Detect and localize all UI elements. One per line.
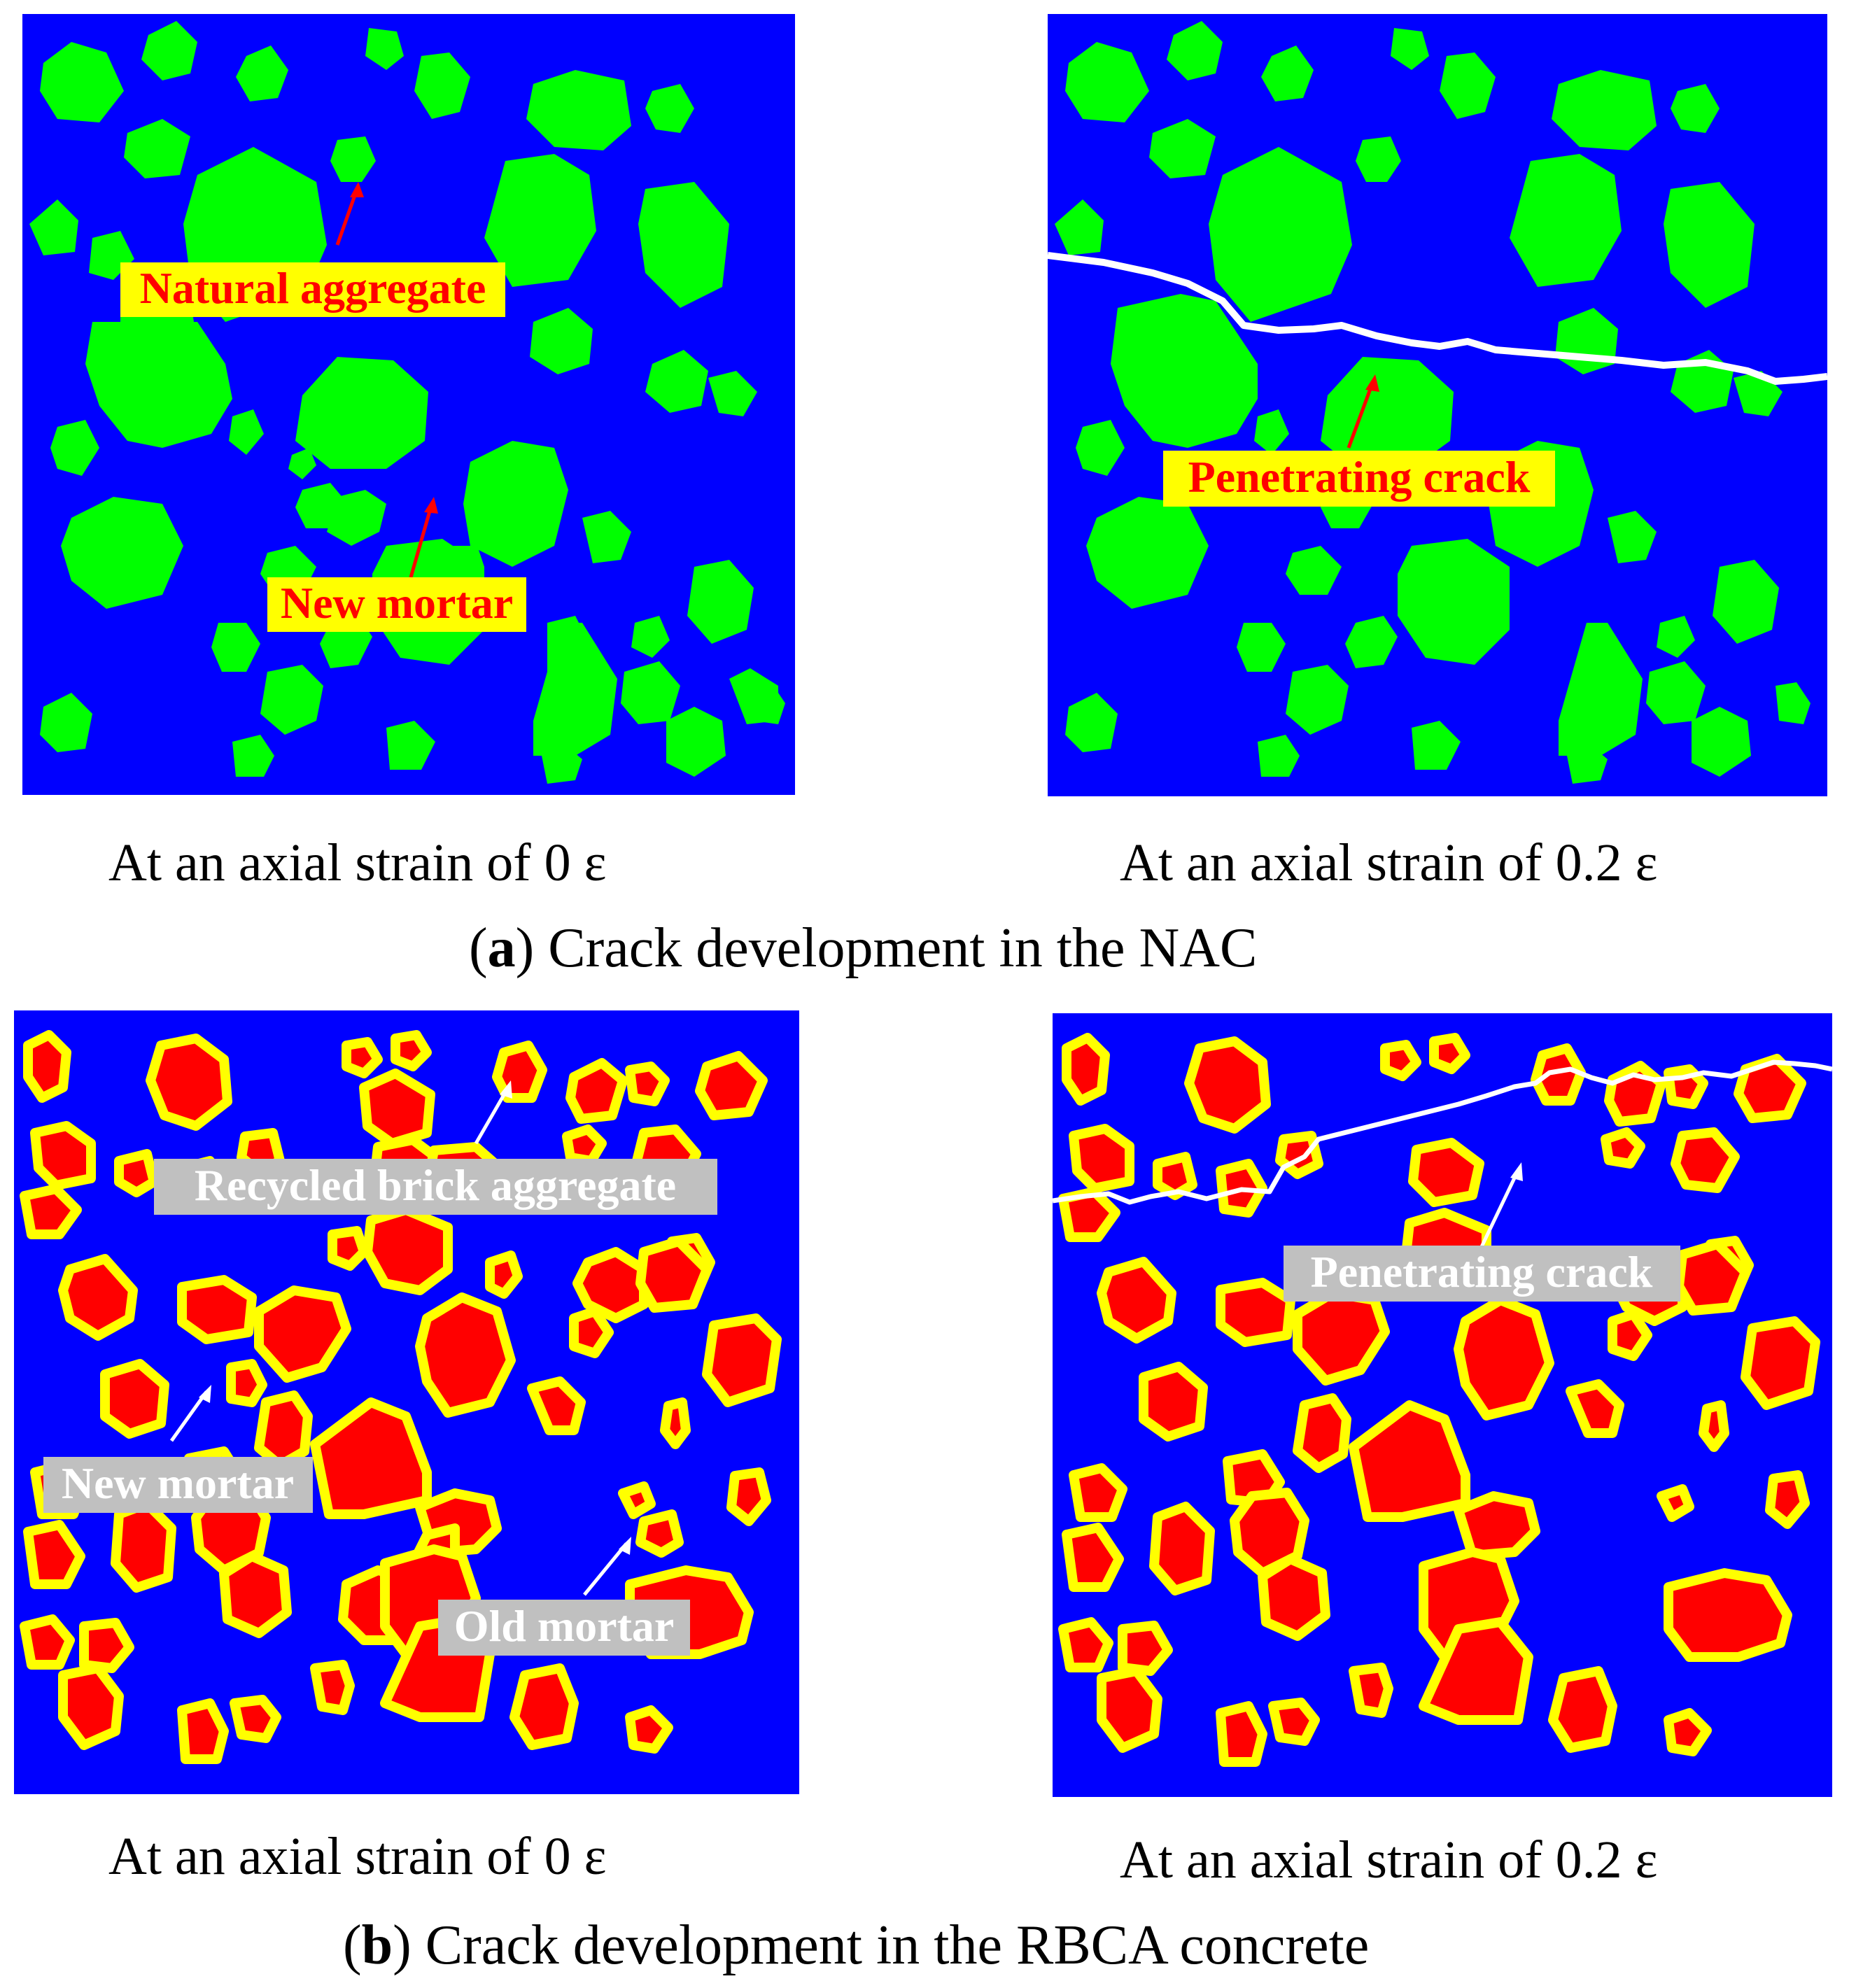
new-mortar-label-bg: [43, 1457, 313, 1513]
penetrating-crack-arrow: [1477, 1169, 1520, 1253]
new-mortar-arrowhead: [424, 497, 438, 514]
figure-b-letter: b: [361, 1915, 393, 1976]
penetrating-crack-label: Penetrating crack: [1311, 1247, 1653, 1297]
natural-aggregate-label-bg: [120, 262, 505, 317]
nac-strain-02-caption: At an axial strain of 0.2 ε: [1120, 833, 1658, 892]
old-mortar-label: Old mortar: [454, 1601, 675, 1651]
natural-aggregates: [29, 21, 785, 784]
penetrating-crack-line: [1053, 1059, 1832, 1205]
figure-b-text: ) Crack development in the RBCA concrete: [393, 1915, 1370, 1976]
rbca-strain-0-image: Recycled brick aggregate New mortar Old …: [14, 1010, 799, 1794]
penetrating-crack-label-bg: [1163, 451, 1555, 507]
figure-a-letter: a: [487, 917, 516, 979]
new-mortar-label-bg: [267, 577, 526, 632]
nac-strain-02-image: Penetrating crack: [1048, 14, 1827, 796]
rbca-strain-02-image: Penetrating crack: [1053, 1013, 1832, 1797]
brick-aggregate-arrowhead: [500, 1080, 512, 1099]
natural-aggregate-label: Natural aggregate: [140, 263, 486, 313]
old-mortar-label-bg: [438, 1600, 690, 1656]
nac-strain-0-image: Natural aggregate New mortar: [22, 14, 795, 795]
figure-a-caption: (a) Crack development in the NAC: [469, 917, 1258, 979]
rbca-strain-0-caption: At an axial strain of 0 ε: [108, 1827, 607, 1886]
penetrating-crack-label: Penetrating crack: [1188, 452, 1531, 502]
figure-a-text: ) Crack development in the NAC: [515, 917, 1258, 979]
new-mortar-arrow: [409, 503, 434, 578]
old-mortar-arrow: [583, 1542, 628, 1596]
penetrating-crack-arrow: [1347, 381, 1375, 449]
new-mortar-arrowhead: [199, 1385, 211, 1403]
natural-aggregate-arrowhead: [350, 182, 364, 197]
rbca-strain-02-panel: Penetrating crack: [1053, 1013, 1832, 1797]
new-mortar-label: New mortar: [281, 578, 513, 628]
penetrating-crack-arrowhead: [1510, 1162, 1523, 1181]
penetrating-crack-arrowhead: [1365, 374, 1379, 392]
new-mortar-arrow: [169, 1390, 209, 1442]
nac-strain-0-caption: At an axial strain of 0 ε: [108, 833, 607, 892]
rbca-strain-0-panel: Recycled brick aggregate New mortar Old …: [14, 1010, 799, 1794]
nac-strain-0-panel: Natural aggregate New mortar: [22, 14, 795, 795]
penetrating-crack-label-bg: [1284, 1246, 1680, 1302]
nac-strain-02-panel: Penetrating crack: [1048, 14, 1827, 796]
recycled-brick-aggregates: [1058, 1033, 1820, 1767]
new-mortar-label: New mortar: [62, 1458, 294, 1508]
brick-aggregate-arrow: [474, 1087, 509, 1145]
rbca-strain-02-caption: At an axial strain of 0.2 ε: [1120, 1831, 1658, 1889]
figure-b-caption: (b) Crack development in the RBCA concre…: [343, 1915, 1370, 1976]
brick-aggregate-label-bg: [154, 1159, 717, 1215]
old-mortar-arrowhead: [619, 1537, 631, 1555]
penetrating-crack-line: [1048, 252, 1827, 385]
brick-aggregate-label: Recycled brick aggregate: [195, 1160, 676, 1210]
